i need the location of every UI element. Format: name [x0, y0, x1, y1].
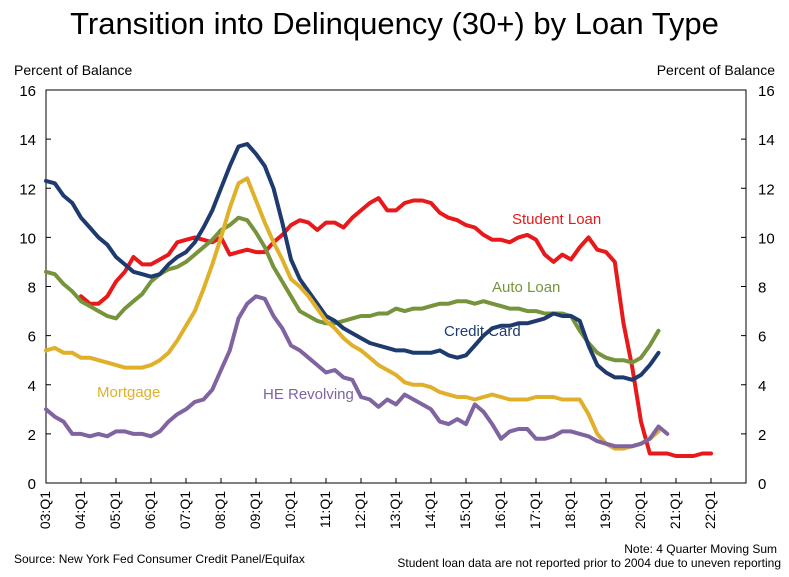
y-tick-label-left: 2 [28, 427, 36, 444]
x-tick-label: 14:Q1 [422, 491, 438, 529]
y-tick-label-left: 0 [28, 476, 36, 493]
series-line-mortgage [44, 176, 661, 451]
source-note: Source: New York Fed Consumer Credit Pan… [14, 552, 305, 566]
x-tick-label: 06:Q1 [142, 491, 158, 529]
y-tick-label-left: 16 [19, 83, 36, 100]
y-tick-label-right: 10 [758, 230, 775, 247]
x-tick-label: 22:Q1 [702, 491, 718, 529]
x-tick-label: 03:Q1 [37, 491, 53, 529]
x-tick-label: 12:Q1 [352, 491, 368, 529]
y-tick-label-right: 12 [758, 181, 775, 198]
x-tick-label: 21:Q1 [667, 491, 683, 529]
x-tick-label: 11:Q1 [317, 491, 333, 528]
y-axis-title-right: Percent of Balance [656, 62, 775, 78]
x-tick-label: 09:Q1 [247, 491, 263, 529]
y-tick-label-left: 4 [28, 378, 36, 395]
x-tick-label: 13:Q1 [387, 491, 403, 529]
x-tick-label: 04:Q1 [72, 491, 88, 529]
series-label-credit-card: Credit Card [444, 323, 521, 340]
x-tick-label: 15:Q1 [457, 491, 473, 529]
y-tick-label-right: 14 [758, 132, 775, 149]
y-tick-label-right: 0 [758, 476, 766, 493]
y-tick-label-left: 8 [28, 280, 36, 297]
x-tick-label: 20:Q1 [632, 491, 648, 529]
student-loan-note: Student loan data are not reported prior… [397, 556, 781, 570]
x-tick-label: 08:Q1 [212, 491, 228, 529]
y-tick-label-right: 2 [758, 427, 766, 444]
y-tick-label-right: 8 [758, 280, 766, 297]
x-tick-label: 07:Q1 [177, 491, 193, 529]
x-tick-label: 19:Q1 [597, 491, 613, 529]
series-line-he-revolving [44, 294, 670, 449]
x-tick-label: 10:Q1 [282, 491, 298, 529]
x-tick-label: 18:Q1 [562, 491, 578, 529]
y-tick-label-left: 12 [19, 181, 36, 198]
x-tick-label: 17:Q1 [527, 491, 543, 529]
series-line-student-loan [79, 196, 713, 458]
series-line-credit-card [44, 142, 661, 382]
y-tick-label-right: 16 [758, 83, 775, 100]
y-tick-label-right: 6 [758, 329, 766, 346]
y-tick-label-left: 10 [19, 230, 36, 247]
chart-title: Transition into Delinquency (30+) by Loa… [70, 6, 719, 41]
y-tick-label-left: 6 [28, 329, 36, 346]
x-tick-label: 16:Q1 [492, 491, 508, 529]
series-label-he-revolving: HE Revolving [263, 386, 354, 403]
series-label-auto-loan: Auto Loan [492, 279, 560, 296]
series-label-student-loan: Student Loan [512, 211, 601, 228]
x-tick-label: 05:Q1 [107, 491, 123, 529]
y-tick-label-right: 4 [758, 378, 766, 395]
y-axis-title-left: Percent of Balance [14, 62, 133, 78]
series-line-auto-loan [44, 215, 661, 365]
y-tick-label-left: 14 [19, 132, 36, 149]
moving-sum-note: Note: 4 Quarter Moving Sum [624, 542, 777, 556]
series-label-mortgage: Mortgage [97, 384, 160, 401]
